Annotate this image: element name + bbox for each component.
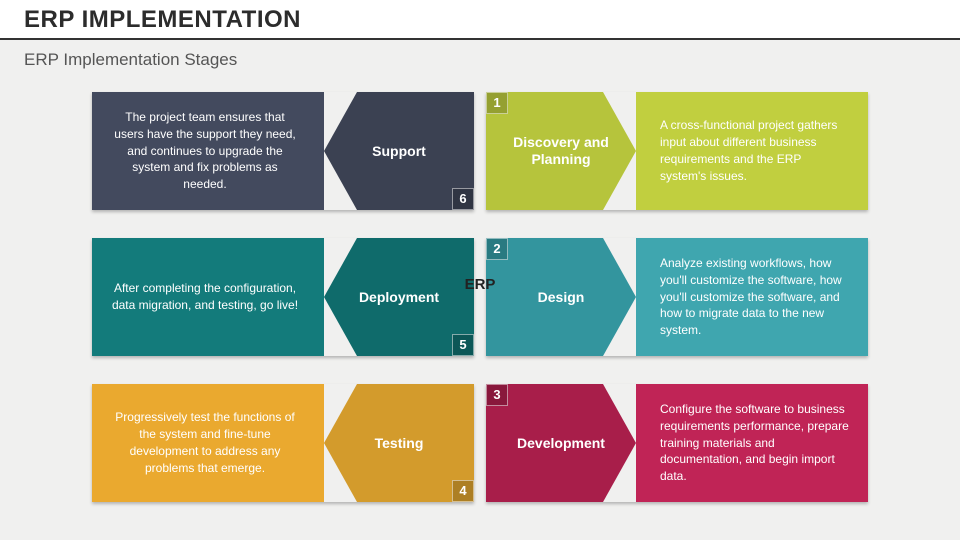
diagram-area: ERP Discovery and Planning1 A cross-funct… bbox=[92, 92, 868, 502]
stage-body-2: Analyze existing workflows, how you'll c… bbox=[636, 238, 868, 356]
stage-desc-5: After completing the configuration, data… bbox=[110, 280, 300, 314]
stage-arrow-2: Design2 bbox=[486, 238, 636, 356]
stage-desc-2: Analyze existing workflows, how you'll c… bbox=[660, 255, 850, 339]
stage-card-6: Support6 The project team ensures that us… bbox=[92, 92, 474, 210]
stage-body-3: Configure the software to business requi… bbox=[636, 384, 868, 502]
stage-number-5: 5 bbox=[452, 334, 474, 356]
page-title: ERP IMPLEMENTATION bbox=[24, 6, 936, 34]
stage-number-6: 6 bbox=[452, 188, 474, 210]
stage-arrow-1: Discovery and Planning1 bbox=[486, 92, 636, 210]
stage-arrow-3: Development3 bbox=[486, 384, 636, 502]
stage-arrow-4: Testing4 bbox=[324, 384, 474, 502]
stage-number-4: 4 bbox=[452, 480, 474, 502]
stage-body-5: After completing the configuration, data… bbox=[92, 238, 324, 356]
stage-card-4: Testing4 Progressively test the functions… bbox=[92, 384, 474, 502]
stage-body-4: Progressively test the functions of the … bbox=[92, 384, 324, 502]
stage-card-1: Discovery and Planning1 A cross-functiona… bbox=[486, 92, 868, 210]
stage-number-1: 1 bbox=[486, 92, 508, 114]
stage-body-6: The project team ensures that users have… bbox=[92, 92, 324, 210]
center-label: ERP bbox=[465, 276, 496, 293]
stage-number-2: 2 bbox=[486, 238, 508, 260]
stage-desc-1: A cross-functional project gathers input… bbox=[660, 117, 850, 184]
stage-card-3: Development3 Configure the software to bu… bbox=[486, 384, 868, 502]
title-bar: ERP IMPLEMENTATION bbox=[0, 0, 960, 40]
stage-body-1: A cross-functional project gathers input… bbox=[636, 92, 868, 210]
stage-card-5: Deployment5 After completing the configur… bbox=[92, 238, 474, 356]
stage-number-3: 3 bbox=[486, 384, 508, 406]
stage-arrow-5: Deployment5 bbox=[324, 238, 474, 356]
stage-desc-4: Progressively test the functions of the … bbox=[110, 409, 300, 476]
stage-card-2: Design2 Analyze existing workflows, how y… bbox=[486, 238, 868, 356]
stage-arrow-6: Support6 bbox=[324, 92, 474, 210]
stage-desc-3: Configure the software to business requi… bbox=[660, 401, 850, 485]
stage-desc-6: The project team ensures that users have… bbox=[110, 109, 300, 193]
page-subtitle: ERP Implementation Stages bbox=[0, 40, 960, 76]
